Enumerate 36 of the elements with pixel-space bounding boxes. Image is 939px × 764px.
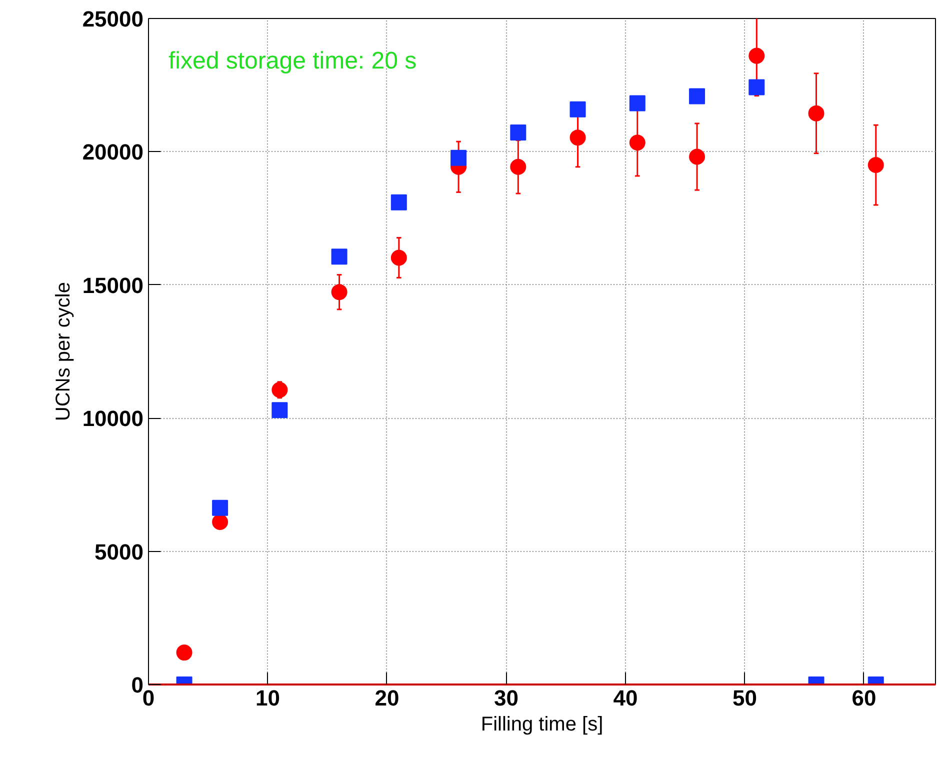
point: [629, 134, 646, 151]
point: [212, 500, 228, 516]
point: [570, 130, 586, 146]
point: [450, 150, 467, 166]
point: [570, 101, 586, 118]
y-tick-label: 15000: [82, 272, 144, 298]
point: [808, 105, 824, 122]
point: [390, 194, 407, 210]
x-tick-label: 40: [613, 686, 638, 710]
point: [510, 158, 526, 175]
point: [390, 250, 407, 266]
x-tick-label: 10: [256, 686, 280, 710]
y-tick-label: 20000: [82, 140, 144, 165]
y-tick-label: 10000: [82, 406, 144, 432]
point: [629, 95, 646, 112]
y-axis-title: UCNs per cycle: [52, 282, 74, 421]
point: [689, 148, 706, 165]
x-axis-title: Filling time [s]: [480, 714, 604, 736]
point: [331, 248, 348, 265]
y-tick-label: 25000: [82, 6, 144, 32]
point: [331, 284, 348, 300]
annotation: fixed storage time: 20 s: [168, 48, 417, 74]
x-tick-label: 50: [732, 686, 757, 710]
x-tick-label: 30: [494, 686, 518, 710]
point: [748, 79, 765, 96]
point: [212, 514, 228, 530]
point: [272, 402, 288, 418]
point: [510, 124, 526, 141]
x-tick-label: 60: [852, 686, 876, 710]
point: [272, 382, 288, 398]
point: [689, 88, 706, 104]
point: [176, 644, 192, 661]
y-tick-label: 5000: [94, 539, 144, 564]
point: [748, 48, 765, 64]
x-tick-label: 20: [374, 686, 400, 710]
point: [868, 157, 884, 174]
